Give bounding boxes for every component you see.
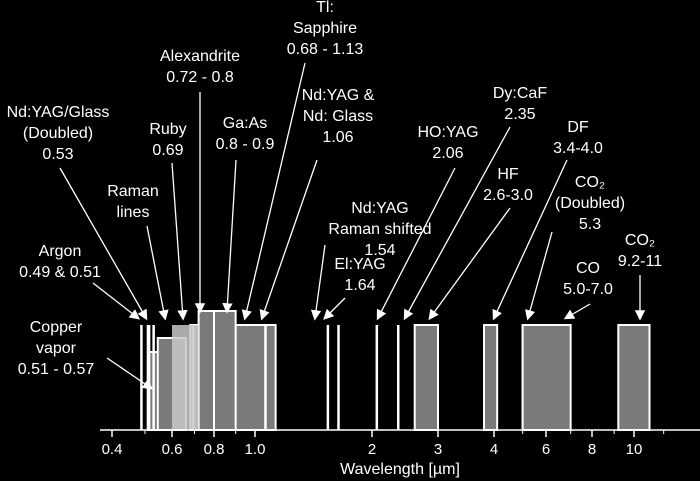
annotation-text-ndglass-doubled-0: Nd:YAG/Glass — [7, 104, 110, 121]
annotation-text-hoyag-1: 2.06 — [432, 145, 463, 162]
annotation-text-copper-2: 0.51 - 0.57 — [18, 361, 95, 378]
annotation-text-co2-0: CO₂ — [625, 232, 655, 249]
annotation-co2-doubled: CO₂ (Doubled) 5.3 — [525, 174, 625, 321]
x-axis-label: Wavelength [µm] — [340, 461, 460, 478]
annotation-df: DF 3.4-4.0 — [492, 119, 603, 321]
annotations-layer: Argon 0.49 & 0.51 Copper vapor 0.51 - 0.57 Nd… — [7, 0, 662, 390]
annotation-text-df-1: 3.4-4.0 — [553, 140, 603, 157]
annotation-text-co2-doubled-0: CO₂ — [575, 174, 605, 191]
annotation-text-dycaf-0: Dy:CaF — [493, 85, 547, 102]
x-tick-label-1: 0.6 — [162, 441, 183, 458]
annotation-co2: CO₂ 9.2-11 — [618, 232, 662, 321]
annotation-ndyag: Nd:YAG & Nd: Glass 1.06 — [259, 87, 375, 321]
band-rect-15 — [413, 324, 439, 431]
annotation-text-raman-1: lines — [117, 204, 150, 221]
annotation-arrow-gaas — [222, 159, 237, 314]
annotation-text-co-0: CO — [576, 260, 600, 277]
annotation-text-ndyag-2: 1.06 — [322, 129, 353, 146]
annotation-dycaf: Dy:CaF 2.35 — [403, 85, 547, 321]
annotation-gaas: Ga:As 0.8 - 0.9 — [216, 115, 275, 314]
x-axis-ticks: 0.4 0.6 0.8 1.0 2 3 4 6 8 10 — [102, 430, 665, 458]
annotation-text-ndyag-0: Nd:YAG & — [302, 87, 375, 104]
annotation-arrow-argon — [92, 282, 141, 320]
band-rect-7 — [197, 310, 216, 431]
annotation-text-co2-1: 9.2-11 — [618, 253, 662, 270]
annotation-text-argon-1: 0.49 & 0.51 — [19, 264, 101, 281]
annotation-text-co2-doubled-1: (Doubled) — [555, 195, 625, 212]
annotation-ruby: Ruby 0.69 — [149, 121, 188, 321]
annotation-arrow-ndglass-doubled — [59, 167, 148, 321]
annotation-arrow-raman — [146, 225, 169, 321]
x-tick-label-2: 0.8 — [204, 441, 225, 458]
annotation-text-raman-shifted-1: Raman shifted — [328, 221, 431, 238]
annotation-raman-shifted: Nd:YAG Raman shifted 1.54 — [310, 200, 432, 321]
annotation-text-sapphire-2: 0.68 - 1.13 — [287, 41, 364, 58]
annotation-arrow-raman-shifted — [310, 244, 326, 321]
band-rect-9 — [213, 310, 237, 431]
annotation-arrow-co2-doubled — [525, 231, 553, 321]
band-rect-18 — [521, 324, 572, 431]
annotation-text-co-1: 5.0-7.0 — [563, 281, 613, 298]
x-tick-label-8: 8 — [588, 441, 596, 458]
band-overlap-highlight — [172, 325, 199, 430]
x-tick-label-3: 1.0 — [245, 441, 266, 458]
annotation-arrow-ndyag — [259, 159, 318, 321]
annotation-arrow-ruby — [171, 162, 188, 321]
annotation-text-ruby-0: Ruby — [149, 121, 186, 138]
bands-layer — [140, 310, 651, 431]
annotation-text-elyag-1: 1.64 — [344, 277, 375, 294]
annotation-copper: Copper vapor 0.51 - 0.57 — [18, 319, 154, 390]
annotation-ndglass-doubled: Nd:YAG/Glass (Doubled) 0.53 — [7, 104, 148, 321]
annotation-alexandrite: Alexandrite 0.72 - 0.8 — [160, 48, 240, 314]
annotation-arrow-copper — [106, 357, 154, 390]
annotation-co: CO 5.0-7.0 — [563, 260, 613, 320]
annotation-text-alexandrite-0: Alexandrite — [160, 48, 240, 65]
annotation-text-alexandrite-1: 0.72 - 0.8 — [166, 69, 234, 86]
annotation-text-raman-0: Raman — [107, 183, 159, 200]
annotation-text-co2-doubled-2: 5.3 — [579, 216, 601, 233]
annotation-arrow-df — [492, 159, 568, 321]
x-tick-label-4: 2 — [368, 441, 376, 458]
annotation-arrow-sapphire — [241, 62, 306, 321]
annotation-text-hf-0: HF — [497, 166, 519, 183]
annotation-text-gaas-1: 0.8 - 0.9 — [216, 136, 275, 153]
annotation-text-ndyag-1: Nd: Glass — [303, 108, 373, 125]
annotation-elyag: El:YAG 1.64 — [323, 256, 386, 320]
annotation-text-ndglass-doubled-1: (Doubled) — [23, 125, 93, 142]
annotation-sapphire: Tl: Sapphire 0.68 - 1.13 — [241, 0, 364, 321]
annotation-arrow-hf — [428, 207, 511, 321]
annotation-text-hf-1: 2.6-3.0 — [483, 187, 533, 204]
annotation-argon: Argon 0.49 & 0.51 — [19, 243, 141, 320]
annotation-text-elyag-0: El:YAG — [334, 256, 385, 273]
annotation-arrow-hoyag — [376, 167, 456, 321]
annotation-text-copper-1: vapor — [36, 340, 77, 357]
annotation-text-copper-0: Copper — [30, 319, 83, 336]
annotation-text-hoyag-0: HO:YAG — [417, 124, 478, 141]
annotation-text-dycaf-1: 2.35 — [504, 106, 535, 123]
annotation-text-sapphire-0: Tl: — [316, 0, 334, 16]
x-tick-label-5: 3 — [434, 441, 442, 458]
band-rect-19 — [617, 324, 651, 431]
x-tick-label-9: 10 — [626, 441, 643, 458]
annotation-hf: HF 2.6-3.0 — [428, 166, 533, 321]
annotation-raman: Raman lines — [107, 183, 169, 321]
annotation-arrow-elyag — [323, 297, 346, 320]
annotation-text-raman-shifted-0: Nd:YAG — [351, 200, 409, 217]
annotation-arrow-dycaf — [403, 126, 511, 321]
annotation-hoyag: HO:YAG 2.06 — [376, 124, 479, 321]
annotation-text-ruby-1: 0.69 — [152, 142, 183, 159]
x-tick-label-0: 0.4 — [102, 441, 123, 458]
x-tick-label-6: 4 — [490, 441, 498, 458]
band-rect-16 — [483, 324, 499, 431]
annotation-text-raman-shifted-2: 1.54 — [364, 242, 395, 259]
annotation-text-gaas-0: Ga:As — [223, 115, 267, 132]
annotation-text-argon-0: Argon — [39, 243, 82, 260]
annotation-arrow-co — [563, 303, 591, 320]
annotation-text-ndglass-doubled-2: 0.53 — [42, 146, 73, 163]
annotation-text-df-0: DF — [567, 119, 589, 136]
annotation-text-sapphire-1: Sapphire — [293, 20, 357, 37]
x-tick-label-7: 6 — [542, 441, 550, 458]
